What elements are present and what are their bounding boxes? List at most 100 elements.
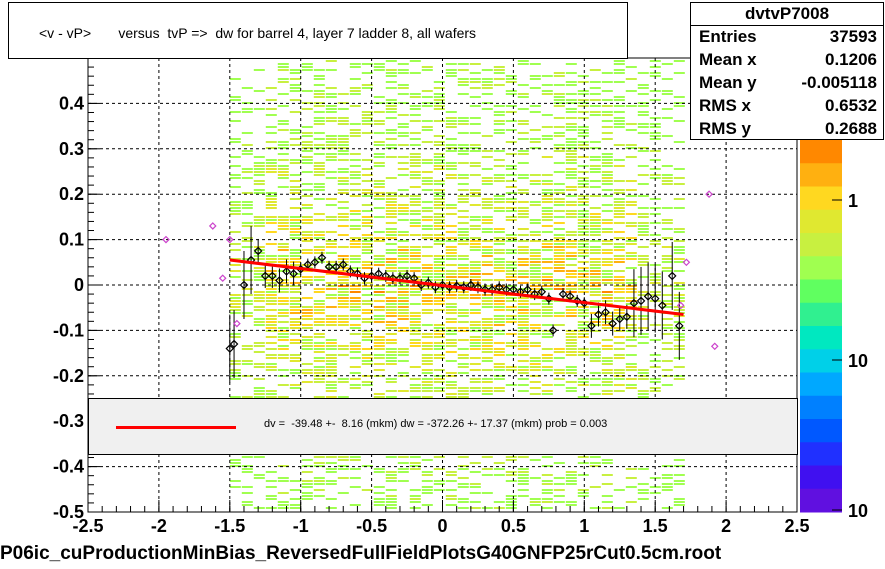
- heatmap-cell: [505, 456, 517, 458]
- heatmap-cell: [265, 216, 277, 218]
- heatmap-cell: [637, 315, 649, 317]
- heatmap-cell: [469, 279, 481, 281]
- heatmap-cell: [589, 213, 601, 215]
- heatmap-cell: [265, 288, 277, 290]
- heatmap-cell: [313, 288, 325, 290]
- heatmap-cell: [385, 360, 397, 362]
- heatmap-cell: [241, 240, 253, 242]
- heatmap-cell: [337, 300, 349, 302]
- heatmap-cell: [337, 276, 349, 278]
- heatmap-cell: [625, 258, 637, 260]
- heatmap-cell: [277, 480, 289, 482]
- heatmap-cell: [613, 507, 625, 509]
- heatmap-cell: [565, 99, 577, 101]
- heatmap-cell: [385, 489, 397, 491]
- heatmap-cell: [517, 303, 529, 305]
- heatmap-cell: [517, 120, 529, 122]
- heatmap-cell: [577, 231, 589, 233]
- heatmap-cell: [637, 102, 649, 104]
- heatmap-cell: [637, 225, 649, 227]
- heatmap-cell: [289, 99, 301, 101]
- heatmap-cell: [457, 264, 469, 266]
- heatmap-cell: [445, 297, 457, 299]
- heatmap-cell: [433, 468, 445, 470]
- heatmap-cell: [433, 240, 445, 242]
- heatmap-cell: [577, 309, 589, 311]
- heatmap-cell: [553, 489, 565, 491]
- heatmap-cell: [517, 207, 529, 209]
- heatmap-cell: [445, 69, 457, 71]
- heatmap-cell: [457, 120, 469, 122]
- heatmap-cell: [625, 468, 637, 470]
- profile-point: [594, 310, 603, 319]
- heatmap-cell: [613, 237, 625, 239]
- heatmap-cell: [445, 471, 457, 473]
- heatmap-cell: [493, 177, 505, 179]
- heatmap-cell: [661, 303, 673, 305]
- heatmap-cell: [553, 483, 565, 485]
- heatmap-cell: [673, 228, 685, 230]
- heatmap-cell: [493, 240, 505, 242]
- heatmap-cell: [301, 369, 313, 371]
- heatmap-cell: [409, 384, 421, 386]
- heatmap-cell: [337, 345, 349, 347]
- heatmap-cell: [313, 123, 325, 125]
- heatmap-cell: [661, 255, 673, 257]
- heatmap-cell: [325, 153, 337, 155]
- heatmap-cell: [673, 504, 685, 506]
- heatmap-cell: [289, 480, 301, 482]
- heatmap-cell: [265, 255, 277, 257]
- heatmap-cell: [241, 345, 253, 347]
- heatmap-cell: [625, 369, 637, 371]
- heatmap-cell: [313, 378, 325, 380]
- heatmap-cell: [541, 384, 553, 386]
- heatmap-cell: [385, 156, 397, 158]
- heatmap-cell: [265, 261, 277, 263]
- heatmap-cell: [265, 318, 277, 320]
- heatmap-cell: [445, 504, 457, 506]
- heatmap-cell: [289, 258, 301, 260]
- heatmap-cell: [349, 174, 361, 176]
- heatmap-cell: [601, 297, 613, 299]
- heatmap-cell: [277, 465, 289, 467]
- heatmap-cell: [541, 480, 553, 482]
- heatmap-cell: [565, 285, 577, 287]
- heatmap-cell: [373, 156, 385, 158]
- heatmap-cell: [565, 501, 577, 503]
- heatmap-cell: [493, 180, 505, 182]
- heatmap-cell: [613, 291, 625, 293]
- heatmap-cell: [481, 183, 493, 185]
- heatmap-cell: [493, 270, 505, 272]
- heatmap-cell: [253, 267, 265, 269]
- heatmap-cell: [553, 144, 565, 146]
- heatmap-cell: [661, 261, 673, 263]
- heatmap-cell: [445, 333, 457, 335]
- heatmap-cell: [541, 324, 553, 326]
- heatmap-cell: [589, 456, 601, 458]
- heatmap-cell: [229, 138, 241, 140]
- heatmap-cell: [481, 303, 493, 305]
- heatmap-cell: [349, 477, 361, 479]
- heatmap-cell: [541, 474, 553, 476]
- heatmap-cell: [601, 210, 613, 212]
- heatmap-cell: [505, 366, 517, 368]
- heatmap-cell: [313, 111, 325, 113]
- heatmap-cell: [337, 315, 349, 317]
- heatmap-cell: [529, 330, 541, 332]
- heatmap-cell: [433, 387, 445, 389]
- heatmap-cell: [529, 63, 541, 65]
- heatmap-cell: [229, 459, 241, 461]
- heatmap-cell: [301, 372, 313, 374]
- heatmap-cell: [325, 375, 337, 377]
- heatmap-cell: [517, 330, 529, 332]
- heatmap-cell: [553, 204, 565, 206]
- heatmap-cell: [565, 342, 577, 344]
- heatmap-cell: [241, 294, 253, 296]
- heatmap-cell: [493, 210, 505, 212]
- heatmap-cell: [325, 363, 337, 365]
- heatmap-cell: [541, 507, 553, 509]
- heatmap-cell: [289, 231, 301, 233]
- heatmap-cell: [385, 222, 397, 224]
- heatmap-cell: [385, 480, 397, 482]
- heatmap-cell: [529, 75, 541, 77]
